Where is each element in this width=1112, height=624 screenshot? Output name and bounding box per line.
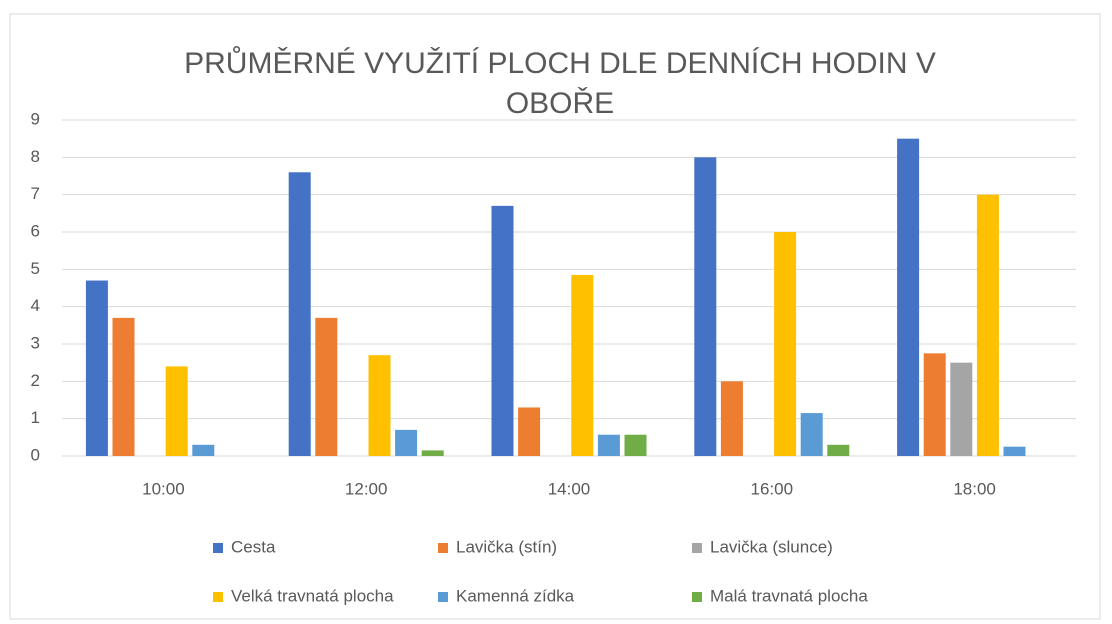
legend-swatch bbox=[692, 543, 702, 553]
x-tick-label: 14:00 bbox=[548, 479, 591, 498]
y-tick-label: 4 bbox=[31, 296, 40, 315]
bar bbox=[976, 194, 999, 456]
y-tick-label: 5 bbox=[31, 259, 40, 278]
bar bbox=[491, 205, 514, 456]
bar bbox=[571, 274, 594, 456]
y-tick-label: 1 bbox=[31, 408, 40, 427]
bar bbox=[694, 157, 717, 457]
y-tick-label: 3 bbox=[31, 333, 40, 352]
y-tick-label: 2 bbox=[31, 371, 40, 390]
chart-title: PRŮMĚRNÉ VYUŽITÍ PLOCH DLE DENNÍCH HODIN… bbox=[184, 47, 936, 120]
legend-label: Cesta bbox=[231, 537, 276, 556]
legend-label: Velká travnatá plocha bbox=[231, 586, 394, 605]
bar bbox=[923, 353, 946, 456]
chart-frame bbox=[9, 13, 1101, 620]
legend-swatch bbox=[692, 592, 702, 602]
x-tick-label: 16:00 bbox=[751, 479, 794, 498]
bar bbox=[112, 317, 135, 456]
bar bbox=[315, 317, 338, 456]
x-tick-label: 10:00 bbox=[142, 479, 185, 498]
x-tick-label: 12:00 bbox=[345, 479, 388, 498]
legend-label: Lavička (stín) bbox=[456, 537, 557, 556]
legend-label: Kamenná zídka bbox=[456, 586, 575, 605]
legend-label: Malá travnatá plocha bbox=[710, 586, 868, 605]
bar bbox=[624, 434, 647, 456]
bar bbox=[597, 434, 620, 456]
bar bbox=[85, 280, 108, 456]
bar bbox=[720, 381, 743, 456]
y-tick-label: 0 bbox=[31, 445, 40, 464]
bar bbox=[421, 450, 444, 456]
bar bbox=[774, 232, 797, 456]
legend-swatch bbox=[213, 592, 223, 602]
bar bbox=[165, 366, 188, 456]
bar bbox=[1003, 446, 1026, 456]
bar bbox=[395, 429, 418, 456]
y-tick-label: 7 bbox=[31, 184, 40, 203]
bar bbox=[800, 413, 823, 456]
legend-swatch bbox=[438, 543, 448, 553]
bar bbox=[518, 407, 541, 456]
bar bbox=[950, 362, 973, 456]
legend-swatch bbox=[213, 543, 223, 553]
bar bbox=[368, 355, 391, 456]
bar bbox=[192, 444, 215, 456]
legend-label: Lavička (slunce) bbox=[710, 537, 833, 556]
y-tick-label: 6 bbox=[31, 221, 40, 240]
legend-swatch bbox=[438, 592, 448, 602]
y-tick-label: 9 bbox=[31, 109, 40, 128]
y-tick-label: 8 bbox=[31, 147, 40, 166]
x-tick-label: 18:00 bbox=[953, 479, 996, 498]
bar bbox=[897, 138, 920, 456]
bar bbox=[288, 172, 311, 456]
bar bbox=[827, 444, 850, 456]
